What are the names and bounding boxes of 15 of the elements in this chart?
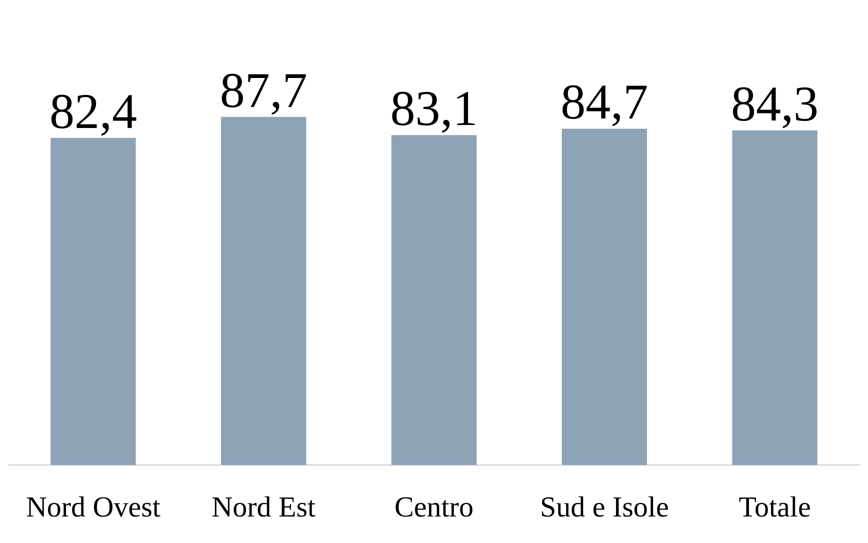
x-tick-label: Totale (738, 492, 811, 524)
bar (562, 128, 647, 465)
bar (391, 135, 477, 465)
data-label: 84,7 (560, 74, 648, 130)
data-label: 87,7 (220, 62, 308, 118)
bar (732, 130, 818, 465)
x-tick-label: Nord Est (212, 492, 316, 524)
bar (50, 138, 136, 465)
data-label: 83,1 (390, 80, 478, 136)
data-label: 84,3 (731, 75, 819, 132)
x-tick-label: Nord Ovest (26, 492, 160, 524)
x-tick-label: Centro (394, 492, 474, 524)
bar (221, 116, 306, 465)
data-label: 82,4 (49, 82, 137, 139)
x-tick-label: Sud e Isole (540, 492, 669, 524)
